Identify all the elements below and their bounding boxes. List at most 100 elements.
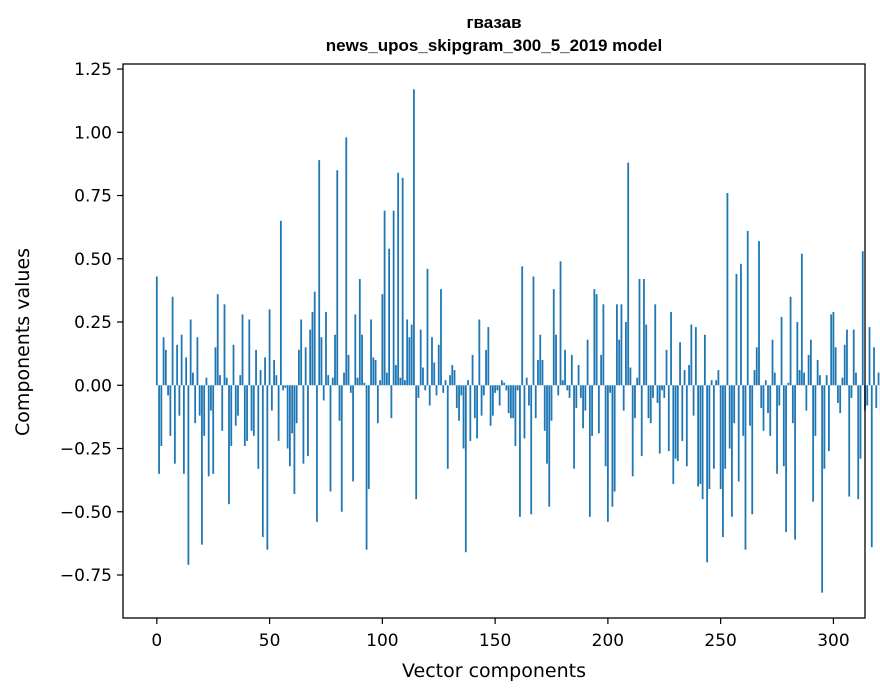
bar: [453, 370, 456, 386]
bar: [852, 329, 855, 386]
bar: [478, 319, 481, 386]
bar: [205, 377, 208, 386]
bar: [719, 385, 722, 489]
bar: [731, 385, 733, 517]
bar: [496, 385, 499, 391]
bar: [760, 385, 763, 409]
bar: [171, 296, 174, 386]
bar: [449, 375, 451, 386]
bar: [261, 385, 264, 538]
bar: [618, 339, 621, 386]
y-tick-label: 1.00: [74, 123, 112, 143]
bar: [160, 385, 163, 446]
bar: [516, 385, 519, 391]
bar: [370, 319, 372, 386]
y-tick-label: −0.25: [60, 440, 112, 460]
bar: [742, 385, 745, 436]
bar: [300, 319, 303, 386]
bar: [654, 304, 657, 386]
bar: [636, 377, 639, 386]
bar: [322, 385, 325, 401]
bar: [266, 385, 269, 550]
bar: [785, 385, 787, 532]
bar: [658, 385, 661, 454]
bar: [717, 370, 720, 386]
bar: [791, 385, 794, 424]
bar: [539, 334, 542, 386]
bar: [537, 359, 539, 386]
bar: [385, 372, 388, 386]
bar: [444, 380, 447, 386]
bar: [726, 193, 729, 386]
bar: [155, 276, 158, 386]
bar: [318, 160, 321, 386]
bar: [613, 385, 616, 492]
bar: [399, 377, 402, 386]
bar: [602, 304, 605, 386]
bar: [548, 385, 551, 507]
bar: [435, 385, 438, 396]
bar: [329, 385, 332, 492]
bar: [710, 380, 713, 386]
bar: [376, 385, 379, 424]
bar: [525, 377, 528, 386]
bar: [210, 385, 212, 411]
x-tick-label: 50: [259, 631, 281, 651]
bar: [584, 385, 587, 411]
bar: [221, 385, 224, 431]
bar: [313, 291, 316, 386]
bar: [469, 385, 472, 441]
bar: [295, 385, 298, 424]
bar: [681, 385, 684, 441]
bar: [392, 210, 395, 386]
bar: [275, 375, 278, 386]
bar: [690, 324, 693, 386]
bar: [250, 385, 253, 431]
x-axis-ticks: 0 50 100 150 200 250 300: [151, 618, 850, 651]
bar: [870, 385, 873, 548]
bar: [354, 314, 357, 386]
bar: [241, 314, 244, 386]
bar: [361, 334, 363, 386]
bar: [850, 385, 853, 398]
bar: [284, 385, 287, 388]
bar: [769, 385, 772, 436]
bar: [352, 385, 354, 482]
bar: [196, 337, 199, 386]
bar: [523, 385, 526, 439]
bar: [264, 357, 266, 386]
bar: [503, 382, 506, 386]
bar: [232, 344, 235, 386]
bar: [861, 251, 864, 386]
y-tick-label: 0.25: [74, 313, 112, 333]
bar: [821, 385, 824, 593]
bar: [663, 385, 666, 398]
bar: [234, 385, 237, 426]
bar: [514, 385, 517, 446]
bar: [216, 294, 219, 386]
bar: [577, 365, 580, 386]
chart-title-word: гвазав: [466, 13, 521, 32]
y-axis-ticks: −0.75 −0.50 −0.25 0.00 0.25 0.50 0.75 1.00 1.25: [60, 60, 123, 586]
bar: [712, 385, 715, 469]
bar: [699, 385, 702, 484]
bar: [404, 380, 406, 386]
bar: [591, 385, 593, 436]
bar: [634, 385, 636, 419]
bar: [237, 385, 239, 416]
bar: [201, 385, 203, 545]
bar: [816, 359, 819, 386]
bar: [530, 385, 533, 515]
bar: [825, 375, 828, 386]
bar: [625, 322, 627, 386]
bar: [467, 380, 469, 386]
bar: [685, 385, 688, 467]
bar: [778, 385, 781, 406]
bar: [426, 268, 429, 386]
bar: [559, 261, 562, 386]
bar: [708, 385, 711, 489]
bar: [667, 385, 670, 452]
bar: [609, 385, 612, 393]
bar: [740, 263, 742, 386]
bar: [622, 385, 625, 411]
